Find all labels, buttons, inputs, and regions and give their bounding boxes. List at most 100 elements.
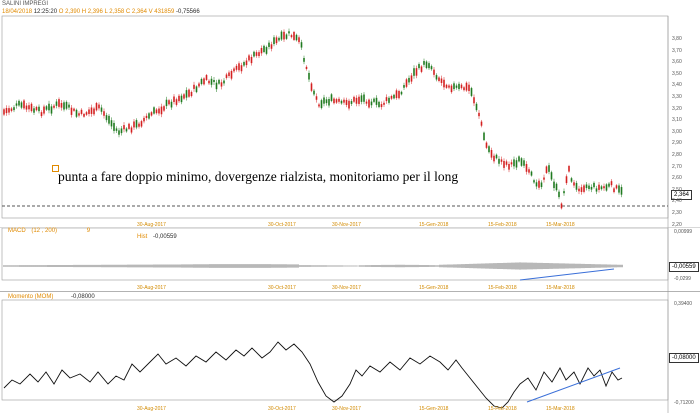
- candle-body: [5, 108, 8, 114]
- candle-body: [145, 115, 148, 119]
- price-axis-tick-label: 2,20: [672, 221, 682, 228]
- momentum-date-tick-label: 15-Mar-2018: [546, 406, 575, 412]
- macd-sub-header: Hist -0,00559: [137, 234, 177, 241]
- candle-body: [345, 99, 348, 105]
- ohlc-high: H 2,396: [81, 9, 103, 15]
- candle-body: [550, 172, 553, 180]
- candle-body: [193, 84, 195, 89]
- candlestick-series: [3, 28, 623, 210]
- candle-body: [100, 107, 103, 112]
- candle-body: [465, 82, 468, 91]
- candle-body: [98, 104, 100, 109]
- candle-body: [493, 155, 495, 162]
- candle-body: [428, 63, 430, 69]
- candle-body: [178, 95, 180, 102]
- candle-body: [95, 103, 98, 111]
- candle-body: [15, 103, 18, 106]
- candle-body: [348, 100, 350, 109]
- price-axis-tick-label: 3,70: [672, 47, 682, 54]
- date-axis-tick-label: 30-Aug-2017: [137, 222, 166, 228]
- date-axis-tick-label: 15-Mar-2018: [546, 222, 575, 228]
- momentum-plot-frame: [1, 299, 669, 401]
- candle-body: [75, 109, 78, 117]
- candle-body: [393, 94, 395, 99]
- macd-axis-bottom: -0,0299: [674, 276, 691, 282]
- candle-body: [415, 68, 418, 76]
- candle-body: [258, 52, 260, 57]
- macd-chart-canvas[interactable]: 30-Aug-2017 30-Oct-2017 30-Nov-2017 15-Gen-…: [0, 228, 700, 292]
- candle-body: [430, 66, 433, 70]
- candle-body: [35, 106, 38, 111]
- candle-body: [243, 62, 245, 66]
- candle-body: [163, 106, 165, 111]
- date-axis-tick-label: 30-Nov-2017: [332, 222, 361, 228]
- candle-body: [580, 187, 583, 192]
- candle-body: [585, 184, 588, 189]
- candle-body: [285, 34, 288, 39]
- candle-body: [30, 103, 33, 112]
- candle-body: [510, 162, 513, 165]
- candle-body: [133, 121, 135, 128]
- candle-body: [565, 176, 568, 184]
- macd-current-value-label: -0,00559: [669, 262, 699, 272]
- candle-body: [453, 83, 455, 90]
- macd-date-tick-label: 15-Feb-2018: [488, 285, 517, 291]
- candle-body: [528, 169, 530, 173]
- macd-panel[interactable]: 30-Aug-2017 30-Oct-2017 30-Nov-2017 15-Gen-…: [0, 228, 700, 292]
- candle-body: [150, 112, 153, 116]
- macd-value: -0,00559: [153, 234, 177, 240]
- price-chart-panel[interactable]: SALINI IMPREGI 18/04/2018 12:25:20 O 2,3…: [0, 0, 700, 228]
- price-chart-canvas[interactable]: [0, 0, 700, 228]
- candle-body: [253, 51, 255, 57]
- candle-body: [125, 128, 128, 132]
- price-axis-tick-label: 2,50: [672, 186, 682, 193]
- candle-body: [425, 61, 428, 68]
- candle-body: [385, 97, 388, 102]
- candle-body: [130, 127, 133, 133]
- candle-body: [110, 120, 113, 127]
- candle-body: [448, 85, 450, 88]
- candle-body: [63, 102, 65, 110]
- macd-header: MACD (12 , 200) 9: [8, 228, 90, 235]
- ohlc-readout: 18/04/2018 12:25:20 O 2,390 H 2,396 L 2,…: [2, 9, 200, 16]
- candle-body: [458, 83, 460, 90]
- annotation-marker-icon[interactable]: [52, 165, 59, 172]
- macd-hist-label: Hist: [137, 234, 148, 240]
- candle-body: [363, 94, 365, 102]
- candle-body: [595, 188, 598, 192]
- candle-body: [23, 100, 25, 109]
- candle-body: [185, 90, 188, 98]
- candle-body: [523, 160, 525, 166]
- candle-body: [400, 91, 403, 95]
- candle-body: [330, 94, 333, 102]
- candle-body: [170, 101, 173, 108]
- candle-body: [248, 55, 250, 61]
- candle-body: [373, 98, 375, 102]
- price-axis-tick-label: 2,80: [672, 152, 682, 158]
- candle-body: [413, 68, 415, 76]
- candle-body: [383, 102, 385, 105]
- candle-body: [450, 85, 453, 93]
- candle-body: [305, 66, 308, 69]
- candle-body: [490, 149, 493, 158]
- candle-body: [220, 82, 223, 87]
- ohlc-low: L 2,358: [104, 9, 125, 15]
- candle-body: [70, 107, 73, 115]
- momentum-chart-canvas[interactable]: 30-Aug-2017 30-Oct-2017 30-Nov-2017 15-Gen-…: [0, 292, 700, 413]
- candle-body: [293, 31, 295, 40]
- candle-body: [485, 142, 488, 148]
- candle-body: [190, 91, 193, 97]
- chart-annotation-text[interactable]: punta a fare doppio minimo, dovergenze r…: [58, 169, 459, 184]
- candle-body: [198, 83, 200, 87]
- candle-body: [85, 112, 88, 115]
- candle-body: [313, 90, 315, 95]
- price-axis-tick-label: 2,40: [672, 198, 682, 205]
- candle-body: [40, 112, 43, 117]
- macd-title: MACD: [8, 228, 26, 234]
- momentum-panel[interactable]: 30-Aug-2017 30-Oct-2017 30-Nov-2017 15-Gen-…: [0, 292, 700, 413]
- candle-body: [113, 122, 115, 131]
- momentum-date-tick-label: 30-Nov-2017: [332, 406, 361, 412]
- ohlc-time: 12:25:20: [33, 9, 58, 15]
- momentum-axis-top: 0,39400: [674, 301, 693, 307]
- macd-params: (12 , 200): [31, 228, 58, 234]
